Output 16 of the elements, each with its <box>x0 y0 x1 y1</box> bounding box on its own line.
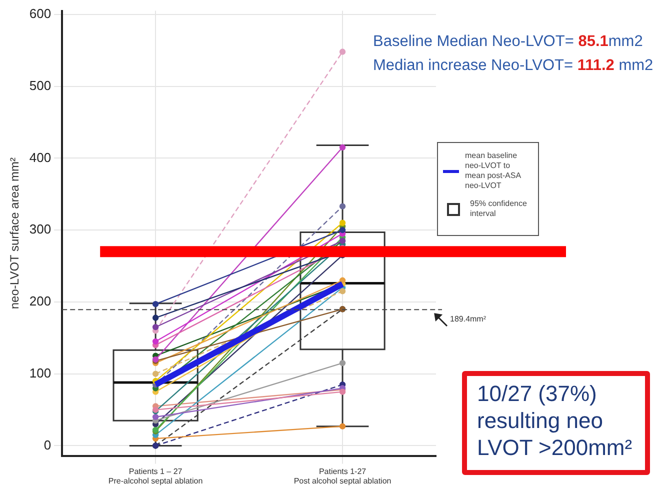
y-tick-label: 0 <box>44 437 52 452</box>
y-tick-label: 300 <box>29 222 52 237</box>
y-axis-title: neo-LVOT surface area mm² <box>8 157 22 310</box>
y-tick-label: 600 <box>29 6 52 21</box>
text: 10/27 (37%) resulting neo LVOT >200mm² <box>462 371 650 475</box>
ref-line-label: 189.4mm² <box>450 314 486 324</box>
y-tick-label: 500 <box>29 78 52 93</box>
legend-label: 95% confidence interval <box>470 199 528 219</box>
annotation: Median increase Neo-LVOT= 111.2 mm2 <box>373 57 654 74</box>
x-tick-label: Patients 1-27 Post alcohol septal ablation <box>294 466 392 486</box>
x-tick-label: Patients 1 – 27 Pre-alcohol septal ablation <box>108 466 203 486</box>
annotation: Baseline Median Neo-LVOT= 85.1mm2 <box>373 33 643 50</box>
y-tick-label: 400 <box>29 150 52 165</box>
y-tick-label: 200 <box>29 294 52 309</box>
y-tick-label: 100 <box>29 365 52 380</box>
legend-label: mean baseline neo-LVOT to mean post-ASA neo-LVOT <box>465 151 522 191</box>
